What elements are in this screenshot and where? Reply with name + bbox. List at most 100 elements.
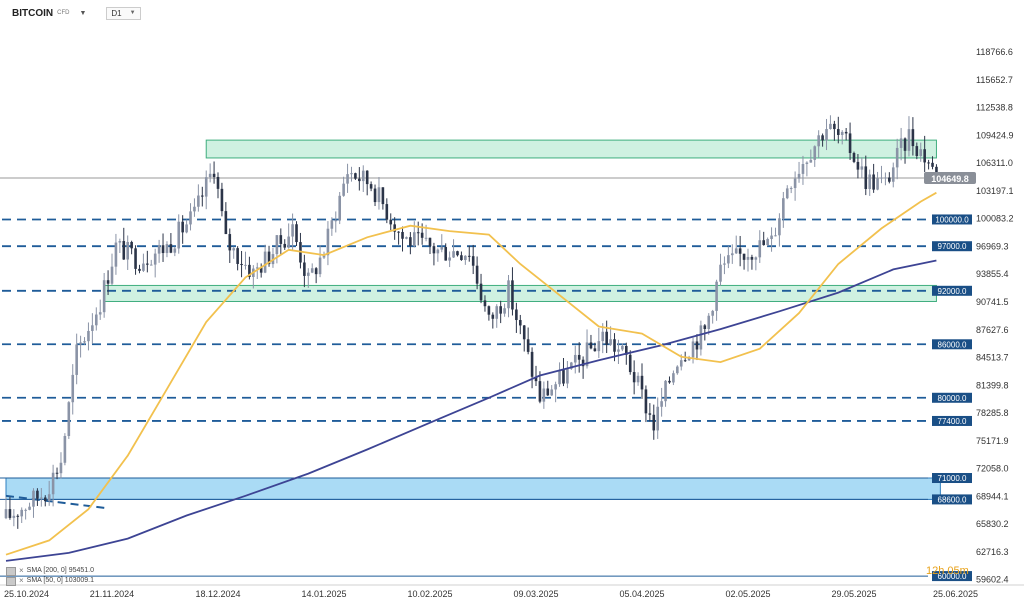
candle-body	[358, 178, 361, 182]
legend-sma50[interactable]: × SMA [50, 0] 103009.1	[6, 576, 94, 586]
candle-body	[98, 312, 102, 315]
candle-body	[644, 389, 648, 414]
timeframe-select[interactable]: D1 ▼	[106, 6, 141, 20]
candle-body	[216, 176, 220, 189]
candle-body	[648, 413, 652, 415]
candle-body	[32, 490, 35, 507]
candle-body	[106, 280, 110, 284]
resistance-zone	[205, 139, 937, 159]
candle-body	[899, 138, 903, 148]
candle-body	[204, 177, 208, 197]
candle-body	[8, 509, 12, 518]
x-tick-label: 21.11.2024	[90, 589, 134, 599]
candle-body	[589, 342, 593, 349]
indicator-settings-icon[interactable]	[6, 566, 16, 576]
x-tick-label: 29.05.2025	[831, 589, 876, 599]
candle-body	[122, 241, 126, 260]
candle-body	[483, 300, 487, 307]
candle-body	[130, 241, 133, 249]
y-tick-label: 115652.7	[976, 75, 1013, 85]
candle-body	[67, 402, 71, 437]
y-tick-label: 96969.3	[976, 241, 1009, 251]
candle-body	[711, 310, 714, 316]
candle-body	[487, 306, 491, 315]
candle-body	[185, 224, 188, 233]
candle-body	[503, 308, 506, 314]
candle-body	[609, 339, 612, 345]
candle-body	[585, 342, 589, 367]
candle-body	[267, 251, 271, 265]
candle-body	[424, 237, 428, 239]
candle-body	[416, 232, 420, 234]
candle-body	[821, 135, 824, 141]
candle-body	[444, 247, 448, 261]
candle-body	[825, 129, 828, 141]
level-label-bg	[932, 214, 972, 225]
candle-body	[652, 414, 656, 431]
candle-body	[134, 248, 137, 269]
symbol-dropdown-icon[interactable]: ▼	[79, 9, 87, 17]
candle-body	[263, 251, 267, 273]
candle-body	[149, 264, 153, 266]
level-label-bg	[932, 494, 972, 505]
candle-body	[766, 239, 769, 246]
candle-body	[507, 280, 510, 309]
legend-sma200[interactable]: × SMA [200, 0] 95451.0	[6, 566, 94, 576]
candle-body	[636, 375, 640, 383]
candle-body	[660, 401, 663, 407]
candle-body	[707, 315, 711, 329]
indicator-settings-icon[interactable]	[6, 576, 16, 586]
candle-body	[562, 370, 565, 384]
candle-body	[279, 235, 283, 244]
candle-body	[597, 341, 601, 352]
candle-body	[573, 354, 577, 363]
x-tick-label: 10.02.2025	[407, 589, 452, 599]
candle-body	[306, 272, 310, 276]
candle-body	[16, 515, 20, 517]
y-tick-label: 87627.6	[976, 325, 1009, 335]
x-tick-label: 02.05.2025	[725, 589, 770, 599]
candle-body	[397, 231, 400, 233]
plot-area	[0, 26, 920, 585]
candle-body	[51, 472, 55, 495]
candle-body	[295, 224, 298, 243]
candle-body	[381, 187, 385, 205]
candle-body	[672, 373, 675, 383]
candle-body	[330, 220, 334, 229]
candle-body	[244, 264, 247, 266]
candle-body	[754, 257, 758, 260]
candle-body	[440, 247, 444, 250]
close-icon[interactable]: ×	[19, 566, 24, 575]
symbol-name[interactable]: BITCOIN	[12, 7, 54, 19]
candle-body	[534, 376, 538, 382]
candle-body	[793, 178, 797, 189]
level-label: 60000.0	[938, 572, 967, 581]
timeframe-value: D1	[111, 8, 122, 18]
candle-body	[236, 248, 239, 264]
candle-body	[840, 131, 844, 135]
candle-body	[146, 263, 149, 265]
candle-body	[762, 240, 766, 246]
candle-body	[640, 375, 644, 390]
candle-body	[412, 232, 416, 246]
candle-body	[377, 187, 381, 203]
candle-body	[102, 280, 106, 313]
candle-body	[530, 351, 534, 377]
candle-body	[495, 306, 499, 319]
candle-body	[83, 341, 86, 343]
candle-body	[683, 360, 687, 362]
candle-body	[169, 244, 173, 253]
candle-body	[385, 204, 389, 220]
candle-body	[59, 462, 63, 474]
level-label: 100000.0	[935, 215, 969, 224]
x-tick-label: 14.01.2025	[301, 589, 346, 599]
legend-sma200-label: SMA [200, 0] 95451.0	[26, 567, 94, 574]
candle-body	[346, 174, 349, 184]
y-tick-label: 68944.1	[976, 491, 1009, 501]
candle-body	[778, 218, 781, 236]
candle-body	[314, 268, 318, 275]
candle-body	[758, 240, 762, 258]
close-icon[interactable]: ×	[19, 576, 24, 585]
y-tick-label: 78285.8	[976, 408, 1009, 418]
level-label: 86000.0	[938, 340, 967, 349]
